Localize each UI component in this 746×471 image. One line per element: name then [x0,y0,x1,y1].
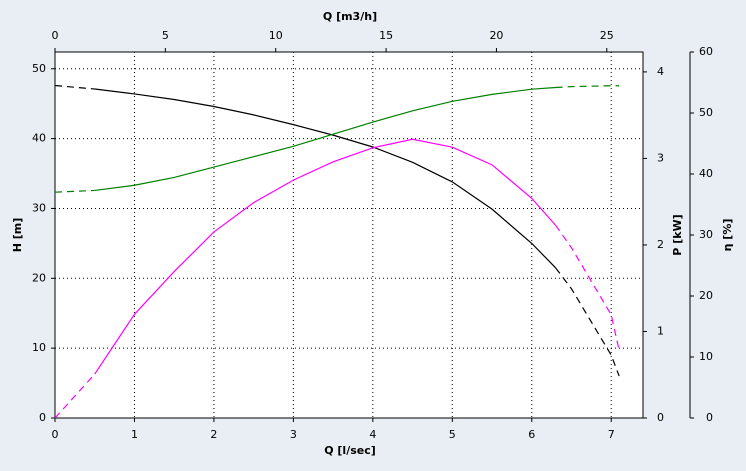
x-tick-label: 7 [608,428,615,441]
x-tick-label: 1 [131,428,138,441]
x-tick-label: 3 [290,428,297,441]
x2-tick-label: 0 [52,29,59,42]
y3-tick-label: 0 [706,411,713,424]
y3-tick-label: 10 [699,350,713,363]
y3-tick-label: 50 [699,106,713,119]
curve [94,88,557,269]
plot-area [54,51,644,419]
y-tick-label: 20 [32,271,46,284]
curve [555,267,620,377]
curve [555,224,620,351]
y2-axis-label: P [kW] [671,214,684,255]
y2-tick-label: 4 [657,65,664,78]
y2-tick-label: 3 [657,151,664,164]
curve [54,373,96,419]
x2-tick-label: 25 [600,29,614,42]
y3-tick-label: 20 [699,289,713,302]
x-tick-label: 2 [210,428,217,441]
y-tick-label: 50 [32,62,46,75]
curve [94,86,556,192]
x-tick-label: 0 [52,428,59,441]
x-tick-label: 5 [449,428,456,441]
y2-tick-label: 2 [657,238,664,251]
x2-tick-label: 20 [489,29,503,42]
x-tick-label: 6 [528,428,535,441]
curve [54,84,95,90]
y3-tick-label: 30 [699,228,713,241]
x-tick-label: 4 [369,428,376,441]
y-axis-label: H [m] [11,218,24,253]
x2-tick-label: 5 [162,29,169,42]
y-tick-label: 10 [32,341,46,354]
x2-tick-label: 10 [269,29,283,42]
y-tick-label: 0 [39,411,46,424]
curve [94,138,557,375]
y3-axis-label: η [%] [721,219,734,252]
y3-tick-label: 40 [699,167,713,180]
x2-axis-label: Q [m3/h] [323,10,377,23]
x2-tick-label: 15 [379,29,393,42]
curve [54,189,95,193]
y3-tick-label: 60 [699,45,713,58]
y2-tick-label: 1 [657,324,664,337]
y2-tick-label: 0 [657,411,664,424]
y-tick-label: 40 [32,132,46,145]
x-axis-label: Q [l/sec] [324,444,376,457]
y-tick-label: 30 [32,201,46,214]
